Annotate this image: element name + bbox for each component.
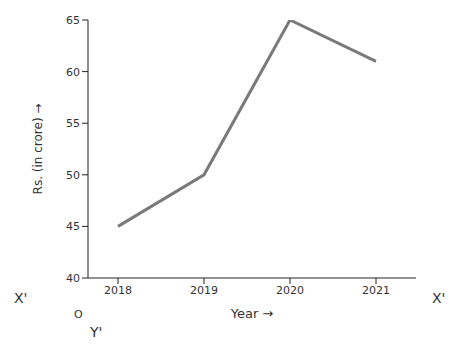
html-text:X': X' [432, 290, 446, 306]
svg-text:Rs. (in crore) →: Rs. (in crore) → [31, 104, 45, 195]
svg-text:2018: 2018 [104, 284, 132, 297]
svg-text:65: 65 [66, 14, 80, 27]
svg-text:2020: 2020 [276, 284, 304, 297]
svg-text:60: 60 [66, 66, 80, 79]
svg-text:40: 40 [66, 272, 80, 285]
html-text:O: O [74, 308, 83, 321]
svg-text:Year →: Year → [230, 306, 274, 321]
svg-text:2021: 2021 [362, 284, 390, 297]
svg-text:50: 50 [66, 169, 80, 182]
html-text:X': X' [14, 290, 28, 306]
html-text:Y': Y' [90, 324, 103, 340]
svg-text:45: 45 [66, 220, 80, 233]
svg-text:2019: 2019 [190, 284, 218, 297]
svg-text:55: 55 [66, 117, 80, 130]
